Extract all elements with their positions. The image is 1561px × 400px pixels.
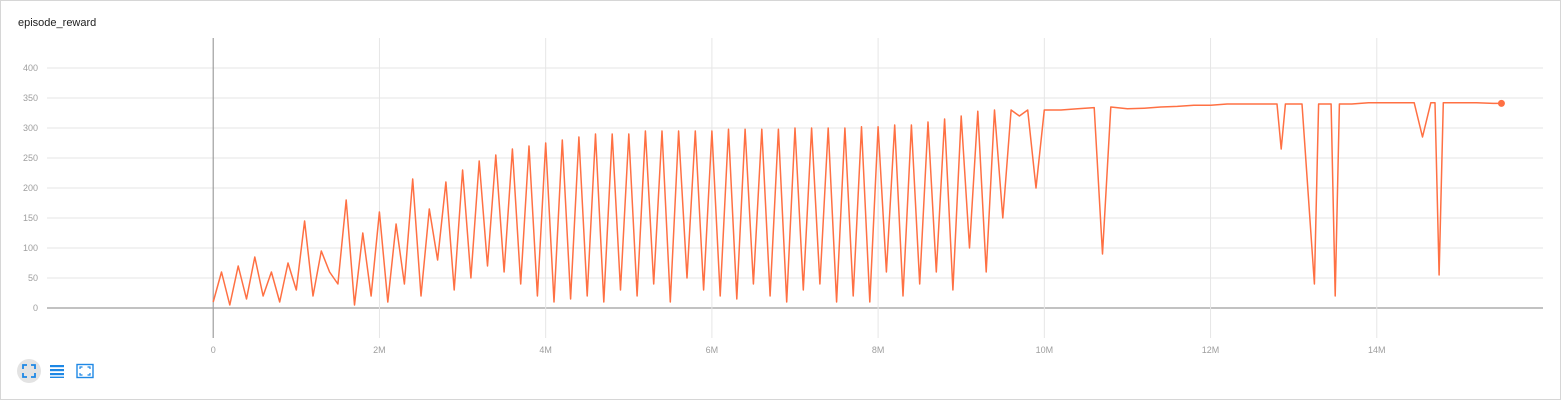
data-table-button[interactable]	[45, 359, 69, 383]
y-tick-label: 100	[23, 243, 38, 253]
data-table-icon	[50, 365, 64, 378]
fit-domain-button[interactable]	[17, 359, 41, 383]
y-tick-label: 400	[23, 63, 38, 73]
chart-toolbar	[17, 359, 97, 383]
y-tick-label: 50	[28, 273, 38, 283]
x-tick-label: 2M	[373, 345, 386, 355]
last-point-marker	[1497, 99, 1505, 107]
y-tick-label: 300	[23, 123, 38, 133]
y-tick-label: 150	[23, 213, 38, 223]
x-tick-label: 8M	[872, 345, 885, 355]
expand-button[interactable]	[73, 359, 97, 383]
x-tick-label: 6M	[706, 345, 719, 355]
expand-icon	[76, 363, 94, 379]
y-tick-label: 350	[23, 93, 38, 103]
y-tick-label: 0	[33, 303, 38, 313]
x-tick-label: 0	[211, 345, 216, 355]
y-tick-label: 250	[23, 153, 38, 163]
series-line	[212, 102, 1502, 306]
x-tick-label: 12M	[1202, 345, 1220, 355]
x-tick-label: 4M	[539, 345, 552, 355]
x-tick-label: 10M	[1036, 345, 1054, 355]
fit-domain-icon	[22, 364, 36, 378]
y-tick-label: 200	[23, 183, 38, 193]
x-tick-label: 14M	[1368, 345, 1386, 355]
chart-title: episode_reward	[18, 17, 97, 29]
